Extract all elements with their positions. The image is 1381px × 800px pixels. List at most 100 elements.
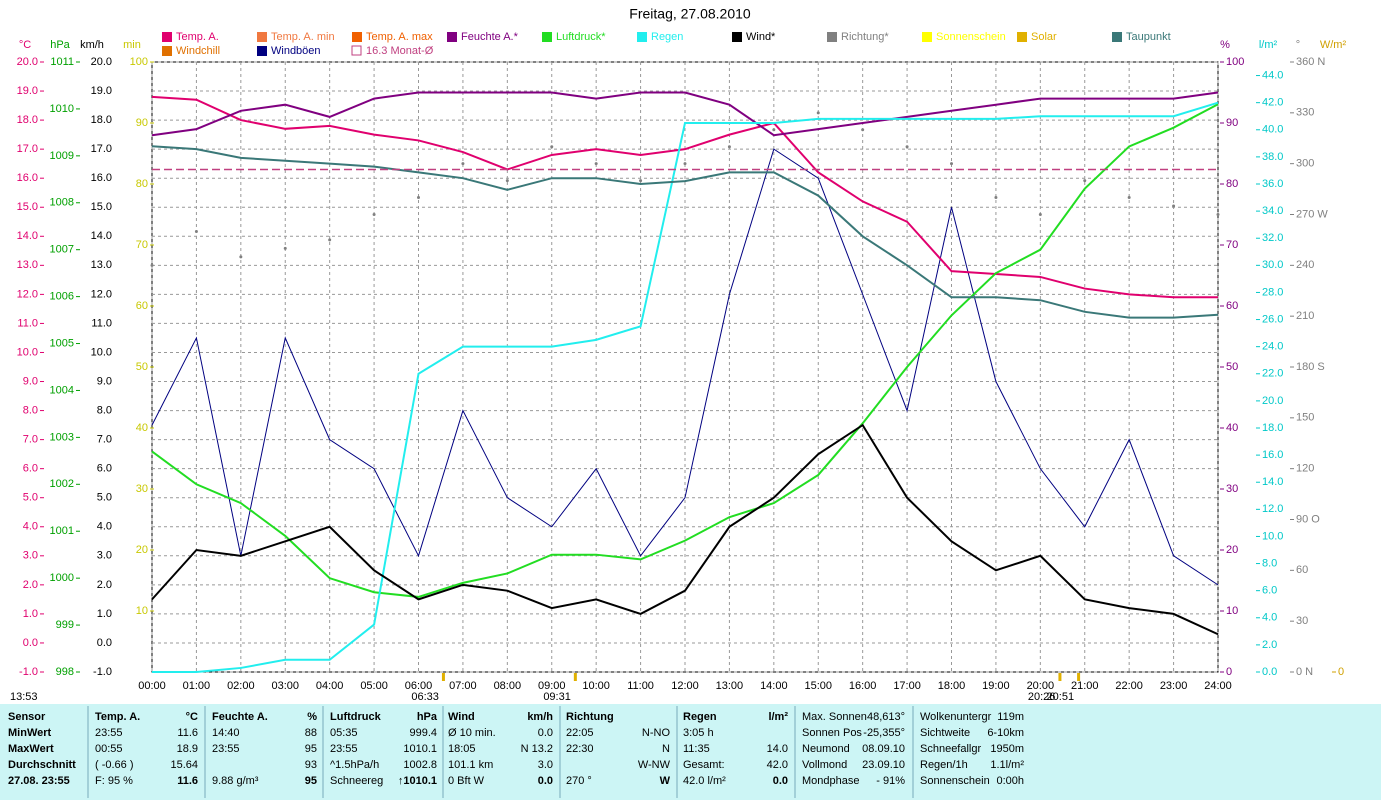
y-tick-label: 14.0 [91, 230, 112, 242]
y-tick-label: 999 [56, 619, 74, 631]
legend-label: Temp. A. min [271, 31, 335, 43]
series-line [151, 423, 1219, 636]
y-tick-label: 90 [136, 117, 148, 129]
table-cell: 95 [305, 743, 317, 755]
y-tick-label: 1011 [50, 56, 74, 68]
y-tick-label: 240 [1296, 259, 1314, 271]
y-tick-label: 30 [136, 483, 148, 495]
axis-title: % [1220, 39, 1230, 51]
table-cell: N [662, 743, 670, 755]
point [461, 162, 465, 166]
point [328, 238, 332, 242]
x-tick-label: 24:00 [1204, 680, 1232, 692]
x-tick-label: 14:00 [760, 680, 788, 692]
table-cell: 3:05 h [683, 727, 714, 739]
y-tick-label: 4.0 [1262, 612, 1277, 624]
y-tick-label: 90 [1226, 117, 1238, 129]
annotation: 20:51 [1047, 691, 1075, 703]
y-tick-label: 40 [136, 422, 148, 434]
table-cell: Mondphase [802, 775, 860, 787]
series-line [151, 95, 1218, 299]
y-tick-label: 18.0 [1262, 422, 1283, 434]
y-tick-label: 14.0 [1262, 476, 1283, 488]
table-cell: 00:55 [95, 743, 123, 755]
y-tick-label: 1.0 [23, 608, 38, 620]
table-cell: 101.1 km [448, 759, 493, 771]
x-tick-label: 02:00 [227, 680, 255, 692]
y-tick-label: 70 [136, 239, 148, 251]
y-tick-label: 100 [130, 56, 148, 68]
column-unit: hPa [417, 711, 438, 723]
table-cell: 95 [305, 775, 317, 787]
axis-title: ° [1296, 39, 1300, 51]
legend-marker [827, 32, 837, 42]
y-tick-label: 17.0 [91, 143, 112, 155]
y-tick-label: 0 [1338, 666, 1344, 678]
y-tick-label: 1004 [50, 384, 74, 396]
annotation-marker [1058, 673, 1062, 681]
y-tick-label: 26.0 [1262, 313, 1283, 325]
point [1038, 213, 1042, 216]
table-cell: Sichtweite [920, 727, 970, 739]
legend-label: Luftdruck* [556, 31, 606, 43]
y-tick-label: 180 S [1296, 361, 1325, 373]
legend-label: Solar [1031, 31, 1057, 43]
point [727, 145, 731, 149]
y-tick-label: 44.0 [1262, 69, 1283, 81]
point [861, 128, 865, 132]
y-tick-label: 20.0 [91, 56, 112, 68]
table-cell: N-NO [642, 727, 671, 739]
annotation-marker [441, 673, 445, 681]
legend-marker [257, 46, 267, 56]
table-cell: 11:35 [683, 743, 710, 755]
x-tick-label: 18:00 [938, 680, 966, 692]
legend-marker [162, 32, 172, 42]
x-tick-label: 00:00 [138, 680, 166, 692]
y-tick-label: 1008 [50, 197, 74, 209]
column-title: Richtung [566, 711, 614, 723]
legend-marker [637, 32, 647, 42]
point [1127, 196, 1131, 200]
y-tick-label: -1.0 [93, 666, 112, 678]
y-tick-label: 15.0 [17, 201, 38, 213]
legend-marker [1017, 32, 1027, 42]
x-tick-label: 20:00 [1027, 680, 1055, 692]
x-tick-label: 06:00 [405, 680, 433, 692]
y-tick-label: 20 [1226, 544, 1238, 556]
column-title: Luftdruck [330, 711, 382, 723]
table-cell: - 91% [876, 775, 905, 787]
table-cell: 22:30 [566, 743, 594, 755]
table-cell: 48,613° [867, 711, 905, 723]
table-cell: 119m [997, 711, 1024, 723]
table-cell: 3.0 [538, 759, 553, 771]
y-tick-label: 20 [136, 544, 148, 556]
table-cell: 93 [305, 759, 317, 771]
table-cell: ( -0.66 ) [95, 759, 134, 771]
y-tick-label: 8.0 [1262, 557, 1277, 569]
x-tick-label: 21:00 [1071, 680, 1099, 692]
y-tick-label: 1000 [50, 572, 74, 584]
legend-marker [922, 32, 932, 42]
table-cell: 88 [305, 727, 317, 739]
axis-title: l/m² [1259, 39, 1278, 51]
annotation: 06:33 [411, 691, 439, 703]
y-tick-label: 4.0 [97, 521, 112, 533]
y-tick-label: 1007 [50, 244, 74, 256]
y-tick-label: 60 [1296, 564, 1308, 576]
y-tick-label: 34.0 [1262, 205, 1283, 217]
table-cell: 23:55 [330, 743, 358, 755]
y-tick-label: 11.0 [91, 317, 112, 329]
column-title: Temp. A. [95, 711, 140, 723]
table-cell: 11.6 [177, 727, 198, 739]
y-tick-label: 9.0 [97, 375, 112, 387]
y-tick-label: 7.0 [23, 434, 38, 446]
y-tick-label: 42.0 [1262, 97, 1283, 109]
table-cell: Ø 10 min. [448, 727, 496, 739]
annotation-marker [1077, 673, 1081, 681]
legend-label: 16.3 Monat-Ø [366, 45, 434, 57]
legend-label: Feuchte A.* [461, 31, 519, 43]
table-cell: 42.0 [767, 759, 788, 771]
table-cell: 14:40 [212, 727, 240, 739]
table-cell: Regen/1h [920, 759, 968, 771]
y-tick-label: 22.0 [1262, 368, 1283, 380]
